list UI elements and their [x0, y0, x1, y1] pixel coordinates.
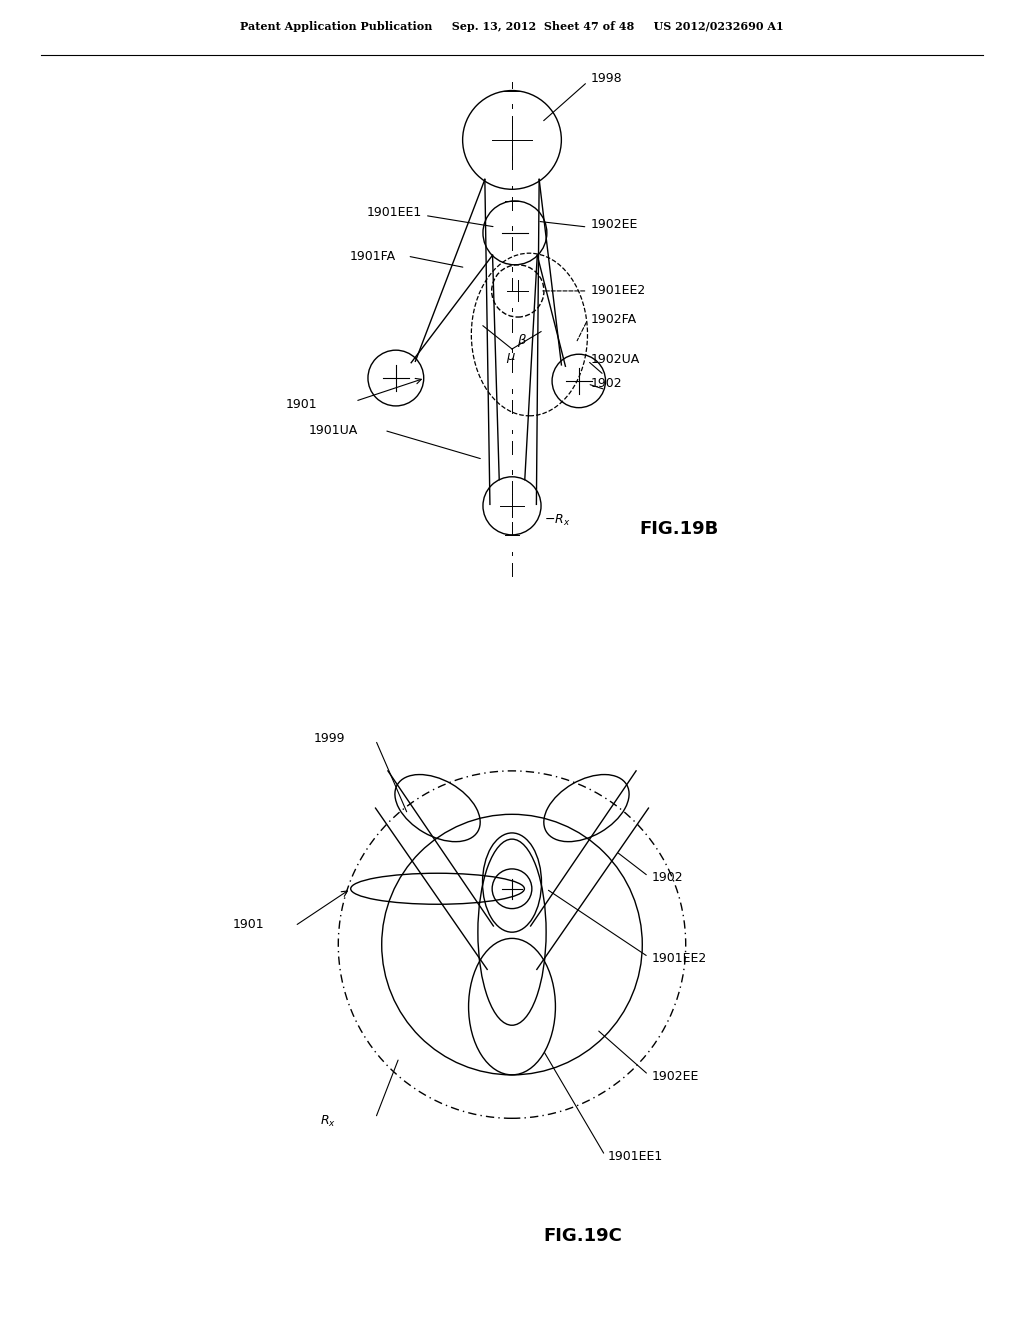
Text: 1902EE: 1902EE [651, 1069, 699, 1082]
Text: 1901EE1: 1901EE1 [367, 206, 422, 219]
Text: 1901EE2: 1901EE2 [591, 284, 646, 297]
Text: 1901UA: 1901UA [308, 424, 358, 437]
Text: 1901: 1901 [232, 919, 264, 931]
Text: 1998: 1998 [591, 73, 622, 86]
Text: $\beta$: $\beta$ [517, 331, 526, 348]
Text: FIG.19C: FIG.19C [543, 1228, 622, 1245]
Text: 1902FA: 1902FA [591, 313, 637, 326]
Text: 1901FA: 1901FA [349, 249, 395, 263]
Text: $\mu$: $\mu$ [506, 351, 516, 364]
Text: Patent Application Publication     Sep. 13, 2012  Sheet 47 of 48     US 2012/023: Patent Application Publication Sep. 13, … [241, 21, 783, 32]
Text: 1901EE2: 1901EE2 [651, 952, 707, 965]
Text: 1902UA: 1902UA [591, 352, 640, 366]
Text: $R_x$: $R_x$ [319, 1114, 336, 1129]
Text: $-R_x$: $-R_x$ [544, 512, 570, 528]
Text: 1999: 1999 [313, 733, 345, 744]
Text: 1902: 1902 [651, 871, 683, 884]
Text: 1901: 1901 [286, 397, 317, 411]
Text: FIG.19B: FIG.19B [640, 520, 719, 539]
Text: 1902EE: 1902EE [591, 218, 638, 231]
Text: 1901EE1: 1901EE1 [608, 1150, 664, 1163]
Text: 1902: 1902 [591, 378, 622, 391]
